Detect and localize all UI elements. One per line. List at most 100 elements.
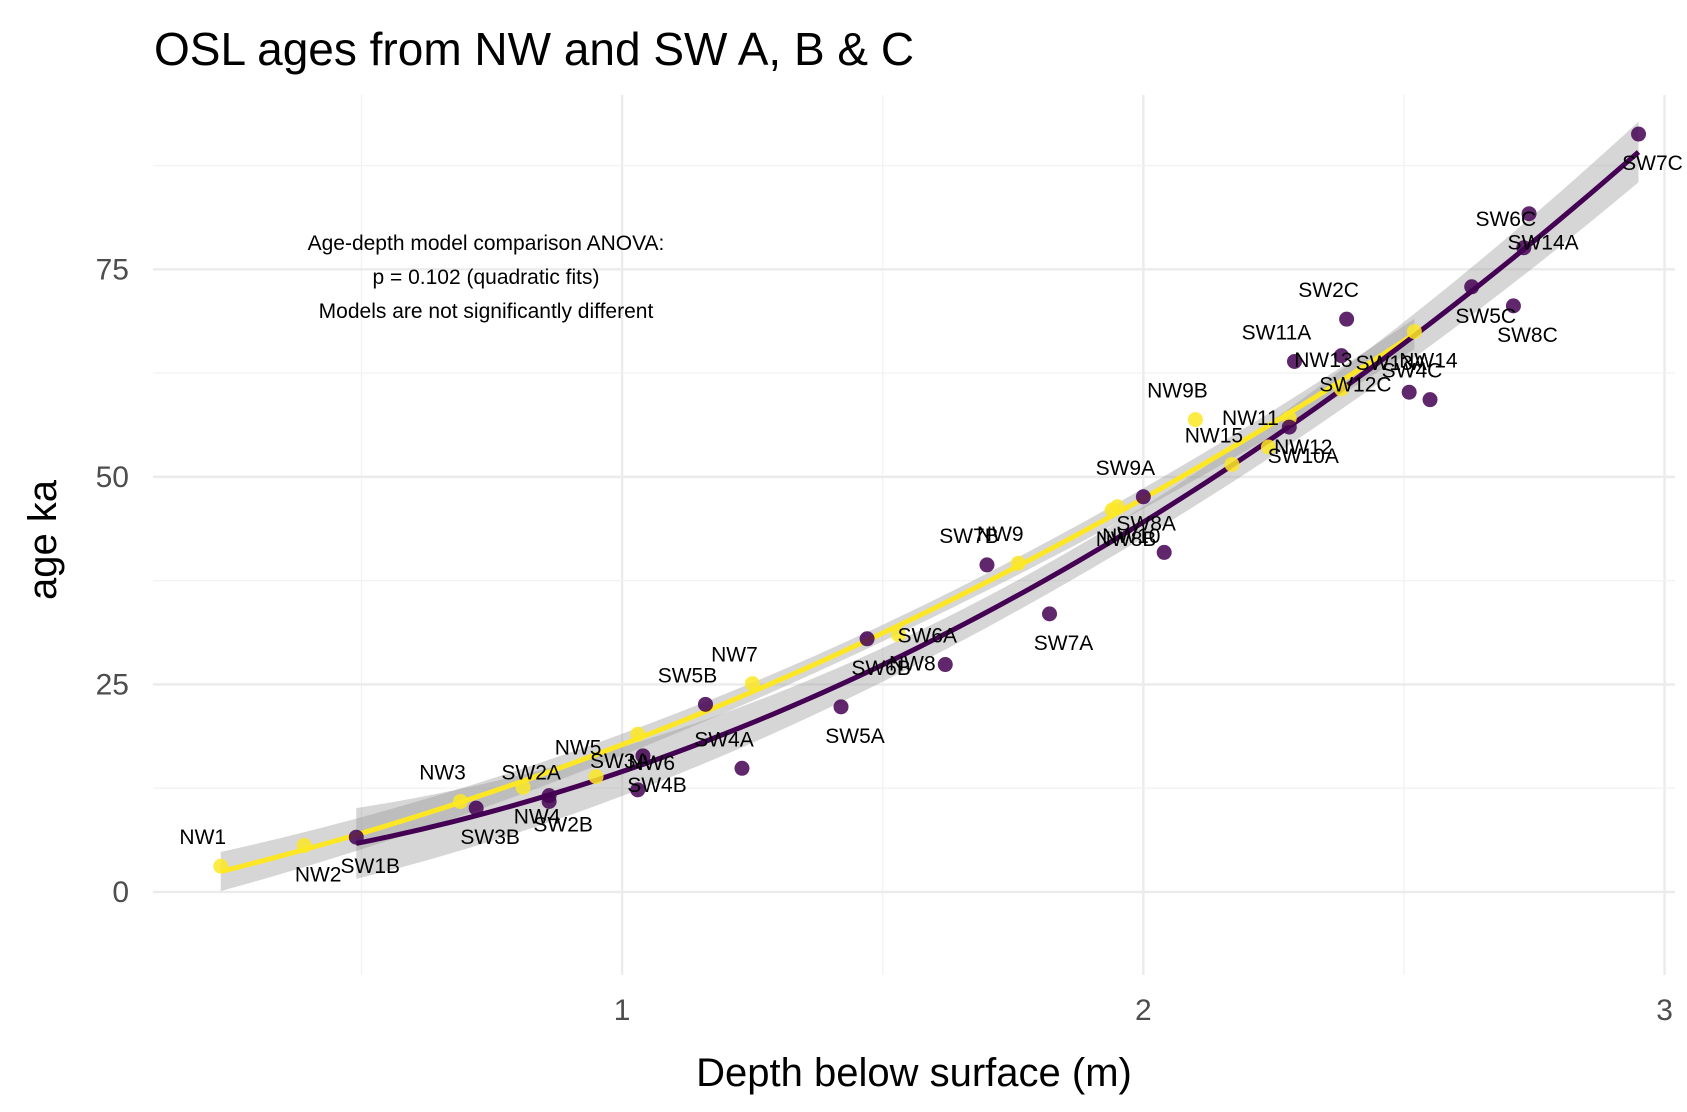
data-point-sw7a (1042, 606, 1058, 622)
data-point-sw4a (734, 760, 750, 776)
chart-title: OSL ages from NW and SW A, B & C (154, 23, 914, 75)
data-point-sw6a (937, 657, 953, 673)
data-point-nw6 (630, 726, 646, 742)
point-label-sw11a: SW11A (1242, 321, 1312, 344)
data-point-nw11 (1260, 439, 1276, 455)
point-label-sw1b: SW1B (341, 855, 401, 878)
data-point-sw1b (348, 829, 364, 845)
data-point-sw10a (1281, 419, 1297, 435)
point-label-sw7b: SW7B (939, 525, 999, 548)
data-point-sw4b (635, 748, 651, 764)
data-point-sw5b (698, 696, 714, 712)
fit-line-2 (355, 150, 1641, 846)
y-tick-label: 75 (96, 253, 129, 286)
point-label-sw4c: SW4C (1382, 360, 1443, 383)
data-point-sw8c (1505, 298, 1521, 314)
data-point-sw6c (1516, 240, 1532, 256)
point-label-nw6: NW6 (628, 752, 675, 775)
point-label-nw3: NW3 (419, 761, 466, 784)
point-label-sw8c: SW8C (1497, 324, 1558, 347)
data-point-nw13 (1333, 381, 1349, 397)
point-label-nw14: NW14 (1399, 350, 1458, 373)
point-label-sw3b: SW3B (460, 826, 520, 849)
point-label-nw7: NW7 (711, 644, 758, 667)
annotation-line-2: p = 0.102 (quadratic fits) (372, 266, 599, 289)
fit-lines (220, 150, 1641, 874)
point-label-sw10a: SW10A (1268, 445, 1339, 468)
grid (153, 95, 1675, 975)
annotation-line-3: Models are not significantly different (319, 300, 654, 323)
point-label-nw9b: NW9B (1147, 380, 1208, 403)
data-point-nw9 (1010, 555, 1026, 571)
point-label-sw4b: SW4B (627, 774, 687, 797)
data-points (213, 126, 1647, 874)
data-point-nw8 (890, 627, 906, 643)
y-tick-label: 50 (96, 461, 129, 494)
point-label-sw7c: SW7C (1622, 152, 1683, 175)
point-label-sw6c: SW6C (1475, 208, 1536, 231)
data-point-nw2 (296, 837, 312, 853)
annotation-line-1: Age-depth model comparison ANOVA: (308, 232, 665, 255)
data-point-sw7c (1631, 126, 1647, 142)
x-tick-label: 1 (614, 994, 631, 1027)
x-tick-label: 3 (1656, 994, 1673, 1027)
tick-labels: 1 2 3 0 25 50 75 (96, 253, 1673, 1027)
data-point-nw7 (744, 676, 760, 692)
data-point-sw9a (1135, 489, 1151, 505)
data-point-nw14 (1406, 324, 1422, 340)
confidence-bands (220, 121, 1639, 892)
y-tick-label: 0 (112, 876, 129, 909)
data-point-sw3a (630, 782, 646, 798)
point-label-nw9: NW9 (977, 523, 1024, 546)
point-label-sw2b: SW2B (533, 814, 593, 837)
x-axis-title: Depth below surface (m) (696, 1051, 1132, 1095)
point-label-sw5a: SW5A (825, 725, 885, 748)
point-label-sw7a: SW7A (1034, 632, 1094, 655)
point-label-nw2: NW2 (295, 863, 342, 886)
point-label-sw6b: SW6B (851, 657, 911, 680)
confidence-band-1 (220, 318, 1415, 892)
point-label-nw15: NW15 (1185, 424, 1243, 447)
point-label-sw14a: SW14A (1507, 232, 1578, 255)
data-point-sw13a (1401, 384, 1417, 400)
anova-annotation: Age-depth model comparison ANOVA: p = 0.1… (308, 232, 665, 323)
point-label-sw9a: SW9A (1096, 457, 1156, 480)
point-label-sw6a: SW6A (898, 625, 958, 648)
point-label-sw12c: SW12C (1319, 374, 1391, 397)
data-point-sw6b (859, 631, 875, 647)
point-label-sw8a: SW8A (1116, 512, 1176, 535)
point-label-sw2c: SW2C (1298, 279, 1359, 302)
data-point-sw11a (1287, 353, 1302, 369)
data-point-sw5c (1464, 279, 1480, 295)
point-label-sw5b: SW5B (658, 664, 718, 687)
data-point-sw8a (1156, 544, 1172, 560)
data-point-sw14a (1521, 206, 1537, 222)
data-point-sw4c (1422, 392, 1438, 408)
point-label-nw8: NW8 (889, 653, 936, 676)
x-tick-label: 2 (1135, 994, 1152, 1027)
point-label-nw4: NW4 (514, 805, 561, 828)
data-point-nw4 (515, 779, 531, 795)
data-point-nw15 (1224, 456, 1240, 472)
data-point-sw3b (468, 800, 484, 816)
data-point-nw5 (588, 769, 604, 785)
point-label-nw13: NW13 (1294, 349, 1352, 372)
y-axis-title: age ka (21, 479, 65, 600)
point-label-sw5c: SW5C (1455, 305, 1516, 328)
point-label-sw4a: SW4A (694, 728, 754, 751)
data-point-sw7b (979, 557, 995, 573)
point-label-nw1: NW1 (179, 826, 226, 849)
point-label-nw8b: NW8B (1096, 528, 1157, 551)
point-labels: NW1 NW2 NW3 NW4 NW5 NW6 NW7 NW8 NW9 NW10 NW11 NW12 N… (179, 152, 1682, 886)
point-label-sw3a: SW3A (590, 750, 650, 773)
y-tick-label: 25 (96, 668, 129, 701)
data-point-sw2b (541, 788, 557, 804)
point-label-nw5: NW5 (555, 737, 602, 760)
point-label-nw10: NW10 (1102, 525, 1160, 548)
data-point-nw3 (453, 793, 469, 809)
data-point-sw5a (833, 699, 849, 715)
fit-line-1 (220, 331, 1416, 874)
point-label-sw2a: SW2A (501, 761, 561, 784)
